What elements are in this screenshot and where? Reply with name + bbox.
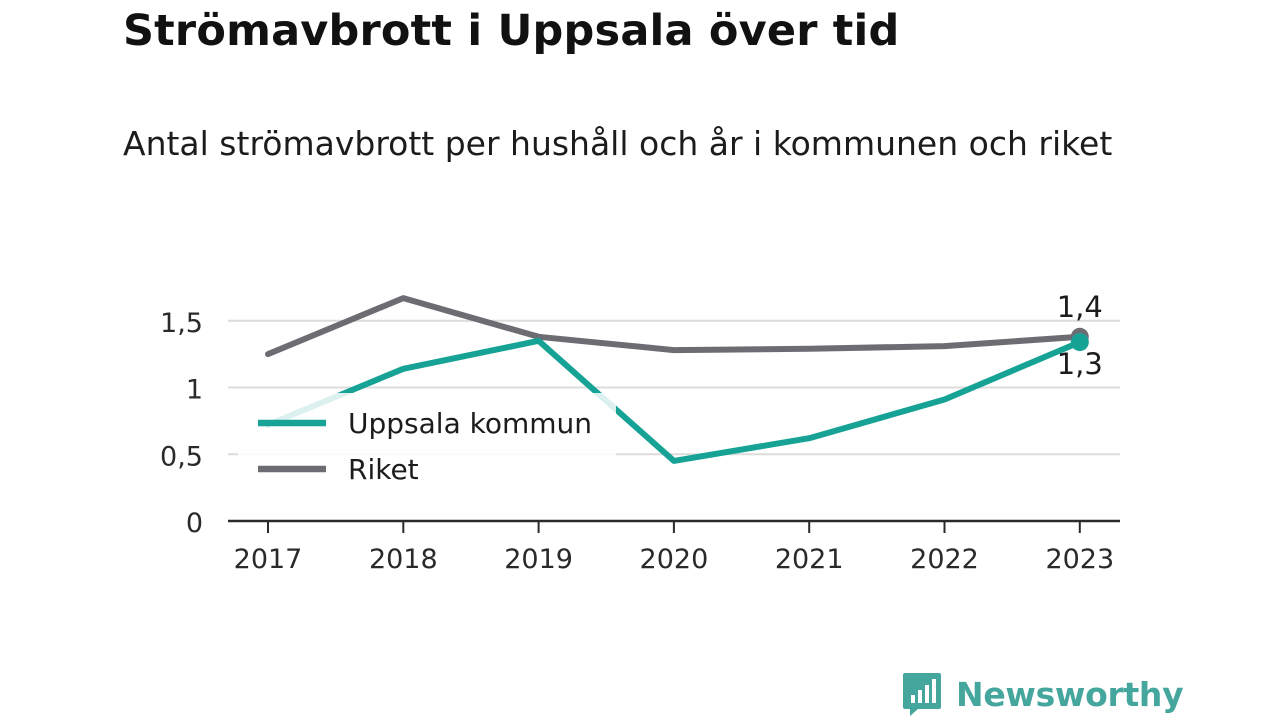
chart-title: Strömavbrott i Uppsala över tid	[123, 6, 900, 56]
chart-subtitle: Antal strömavbrott per hushåll och år i …	[123, 124, 1113, 163]
y-tick-label: 0,5	[160, 441, 203, 472]
newsworthy-chart-icon	[903, 673, 941, 716]
legend-label: Riket	[348, 453, 419, 486]
x-tick-label: 2022	[910, 544, 979, 575]
x-tick-label: 2018	[369, 544, 438, 575]
newsworthy-logo: Newsworthy	[902, 672, 1184, 716]
x-tick-label: 2017	[234, 544, 303, 575]
x-tick-label: 2019	[504, 544, 573, 575]
series-lines	[265, 295, 1089, 464]
legend: Uppsala kommun Riket	[238, 393, 616, 493]
y-tick-label: 1,5	[160, 308, 203, 339]
end-point-uppsala-kommun	[1070, 333, 1089, 352]
series-line-uppsala-kommun	[265, 337, 1083, 464]
series-line-riket	[265, 295, 1083, 358]
y-tick-label: 1	[186, 375, 203, 406]
logo-text: Newsworthy	[956, 674, 1184, 714]
axes: 0 0,5 1 1,5 2017 2018 2019 2020 2021 2022 2023	[160, 308, 1120, 575]
end-label-uppsala: 1,3	[1057, 347, 1103, 381]
end-labels: 1,4 1,3	[1057, 290, 1103, 381]
y-tick-label: 0	[186, 508, 203, 539]
x-tick-label: 2020	[640, 544, 709, 575]
x-tick-label: 2023	[1045, 544, 1114, 575]
legend-label: Uppsala kommun	[348, 407, 592, 440]
legend-background	[238, 393, 616, 493]
end-label-riket: 1,4	[1057, 290, 1103, 324]
x-tick-label: 2021	[775, 544, 844, 575]
